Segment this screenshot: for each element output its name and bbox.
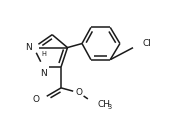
Text: Cl: Cl — [142, 39, 151, 48]
Text: O: O — [33, 95, 40, 104]
Text: 3: 3 — [107, 104, 111, 110]
Text: N: N — [25, 43, 32, 52]
Text: CH: CH — [98, 100, 111, 109]
Text: H: H — [41, 51, 46, 57]
Text: N: N — [40, 69, 47, 78]
Text: O: O — [75, 88, 82, 97]
